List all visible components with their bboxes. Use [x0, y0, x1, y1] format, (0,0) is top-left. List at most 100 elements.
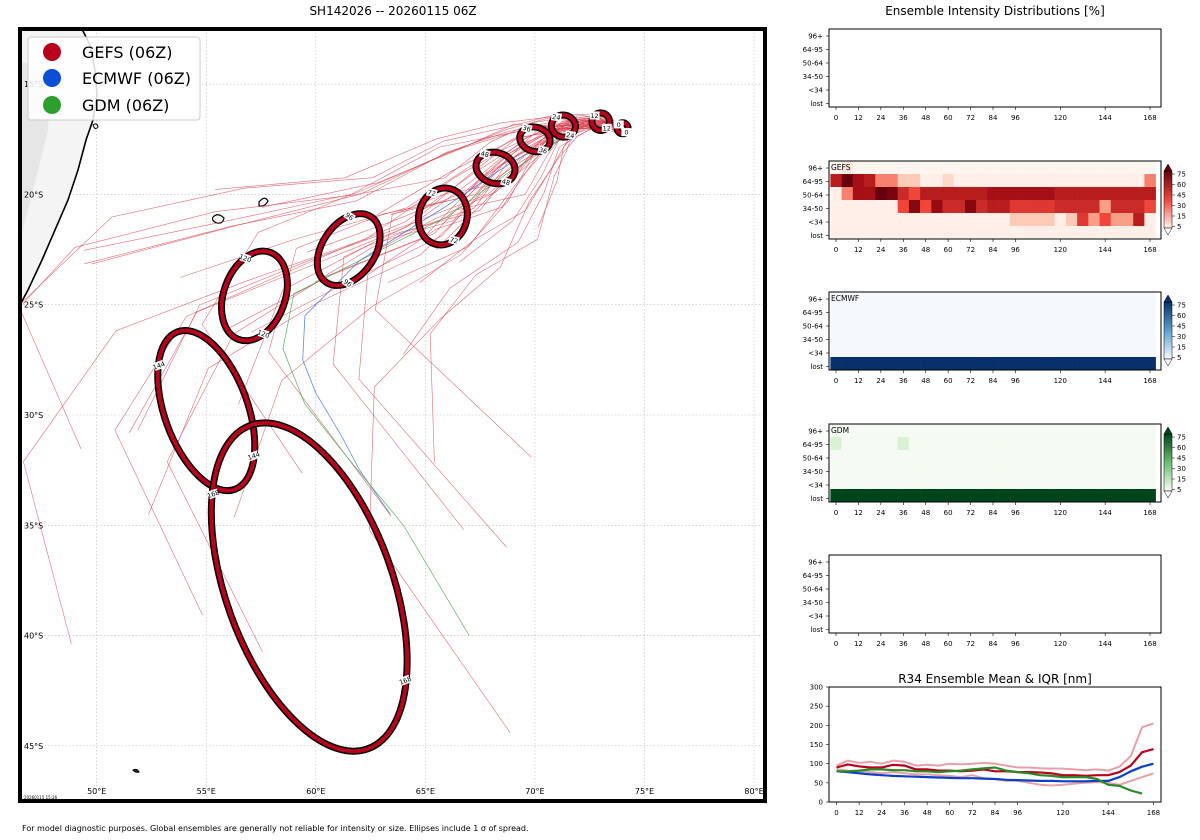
gefs-member-track [20, 113, 617, 450]
x-tick-label: 168 [1143, 640, 1156, 648]
x-tick-label: 60 [944, 640, 953, 648]
heatmap-cell [953, 357, 966, 371]
heatmap-cell [1121, 174, 1134, 188]
heatmap-cell [1032, 424, 1044, 438]
heatmap-cell [852, 200, 865, 214]
colorbar-tick-label: 75 [1177, 171, 1186, 179]
ellipse-hour-label: 12 [589, 111, 600, 120]
legend-item-ecmwf: ECMWF (06Z) [43, 69, 191, 88]
ellipse-label-bg [500, 176, 512, 188]
heatmap-cell [897, 213, 910, 227]
r34-x-tick-label: 24 [877, 809, 886, 817]
heatmap-cell [1088, 187, 1100, 201]
heatmap-cell [908, 318, 921, 332]
heatmap-cell [1121, 292, 1134, 306]
heatmap-cell [875, 187, 887, 201]
r34-y-tick-label: 250 [810, 703, 823, 711]
heatmap-cell [852, 305, 865, 319]
heatmap-cell [897, 344, 910, 358]
heatmap-cell [1065, 213, 1078, 227]
heatmap-cell [1009, 357, 1022, 371]
heatmap-cell [964, 450, 977, 464]
heatmap-cell [920, 187, 932, 201]
heatmap-cell [864, 213, 876, 227]
heatmap-cell [864, 174, 876, 188]
heatmap-cell [1099, 174, 1112, 188]
heatmap-cell [864, 305, 876, 319]
ellipse-label-text: 168 [206, 488, 220, 500]
heatmap-cell [1133, 450, 1145, 464]
x-tick-label: 12 [854, 377, 863, 385]
lat-tick-label: 30°S [24, 411, 43, 420]
heatmap-cell [998, 305, 1011, 319]
heatmap-cell [1065, 357, 1078, 371]
heatmap-cell [953, 437, 966, 451]
heatmap-cell [987, 226, 999, 240]
x-tick-label: 48 [921, 114, 930, 122]
heatmap-cell [875, 357, 887, 371]
heatmap-cell [964, 476, 977, 490]
heatmap-cell [897, 331, 910, 345]
heatmap-cell [875, 318, 887, 332]
heatmap-cell [1054, 489, 1067, 503]
colorbar-tick-label: 75 [1177, 302, 1186, 310]
heatmap-cell [875, 226, 887, 240]
heatmap-cell [875, 476, 887, 490]
panel-frame [828, 28, 1162, 108]
heatmap-cell [1021, 476, 1033, 490]
heatmap-cell [1121, 489, 1134, 503]
r34-x-tick-label: 36 [900, 809, 909, 817]
heatmap-cell [1110, 463, 1123, 477]
colorbar-tick-label: 75 [1177, 434, 1186, 442]
y-tick-label: 34-50 [803, 468, 823, 476]
heatmap-cell [1144, 357, 1156, 371]
heatmap-cell [830, 226, 842, 240]
heatmap-cell [908, 226, 921, 240]
heatmap-cell [830, 318, 842, 332]
colorbar-tick-label: 45 [1177, 455, 1186, 463]
heatmap-cell [920, 200, 932, 214]
heatmap-cell [998, 200, 1011, 214]
heatmap-cell [964, 161, 977, 175]
heatmap-cell [1065, 437, 1078, 451]
heatmap-cell [1133, 437, 1145, 451]
heatmap-cell [1009, 318, 1022, 332]
heatmap-cell [1144, 292, 1156, 306]
heatmap-cell [953, 292, 966, 306]
heatmap-cell [1121, 305, 1134, 319]
heatmap-cell [953, 226, 966, 240]
heatmap-cell [1110, 424, 1123, 438]
heatmap-cell [931, 200, 943, 214]
x-tick-label: 24 [876, 640, 885, 648]
heatmap-cell [953, 450, 966, 464]
colorbar-ecmwf: 75 60 45 30 15 5 [1163, 294, 1186, 367]
heatmap-cell [1009, 476, 1022, 490]
ecmwf-marker [43, 69, 61, 87]
heatmap-cell [1099, 318, 1112, 332]
ellipse-label-text: 24 [552, 113, 562, 122]
ellipse-hour-label: 24 [564, 130, 576, 140]
heatmap-cell [953, 305, 966, 319]
y-tick-label: lost [810, 232, 823, 240]
heatmap-cell [920, 437, 932, 451]
heatmap-cell [875, 161, 887, 175]
ellipse-label-text: 0 [617, 121, 621, 129]
r34-frame [828, 686, 1162, 803]
heatmap-cell [864, 489, 876, 503]
r34-x-tick-label: 60 [945, 809, 954, 817]
heatmap-cell [1065, 161, 1078, 175]
heatmap-cell [931, 305, 943, 319]
heatmap-cell [841, 450, 854, 464]
heatmap-cell [1054, 292, 1067, 306]
colorbar-extend-top [1163, 163, 1173, 172]
heatmap-cell [1110, 318, 1123, 332]
r34-x-tick-label: 84 [991, 809, 1000, 817]
gefs-member-track [238, 123, 621, 405]
heatmap-cell [920, 213, 932, 227]
gefs-member-track [233, 125, 626, 518]
heatmap-cell [1032, 489, 1044, 503]
ellipse-fill-ring [589, 110, 612, 133]
heatmap-cell [1133, 292, 1145, 306]
heatmap-cell [864, 437, 876, 451]
heatmap-cell [841, 213, 854, 227]
